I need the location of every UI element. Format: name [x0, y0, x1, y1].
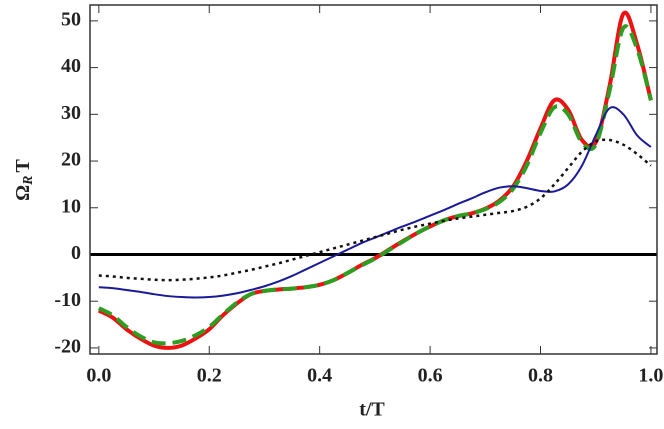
y-tick-label: 10 [61, 195, 81, 217]
series-line [98, 138, 652, 282]
y-tick-label: -10 [54, 289, 81, 311]
y-tick-label: 30 [61, 102, 81, 124]
x-tick-label: 0.0 [86, 365, 111, 387]
x-tick-label: 1.0 [638, 365, 663, 387]
y-label-subscript: R [21, 175, 36, 185]
x-tick-label: 0.8 [528, 365, 553, 387]
y-label-tail: T [12, 158, 34, 172]
y-label-symbol: Ω [12, 185, 34, 201]
y-tick-label: 0 [71, 242, 81, 264]
x-axis-label: t/T [359, 399, 385, 421]
y-axis-label: ΩRT [12, 158, 37, 200]
y-tick-label: 50 [61, 8, 81, 30]
y-tick-label: -20 [54, 336, 81, 358]
y-tick-label: 40 [61, 55, 81, 77]
y-tick-label: 20 [61, 149, 81, 171]
series-line [98, 106, 652, 299]
x-tick-label: 0.2 [197, 365, 222, 387]
plot-frame [89, 4, 658, 355]
series-line [97, 10, 653, 350]
x-tick-label: 0.4 [307, 365, 332, 387]
x-tick-label: 0.6 [418, 365, 443, 387]
